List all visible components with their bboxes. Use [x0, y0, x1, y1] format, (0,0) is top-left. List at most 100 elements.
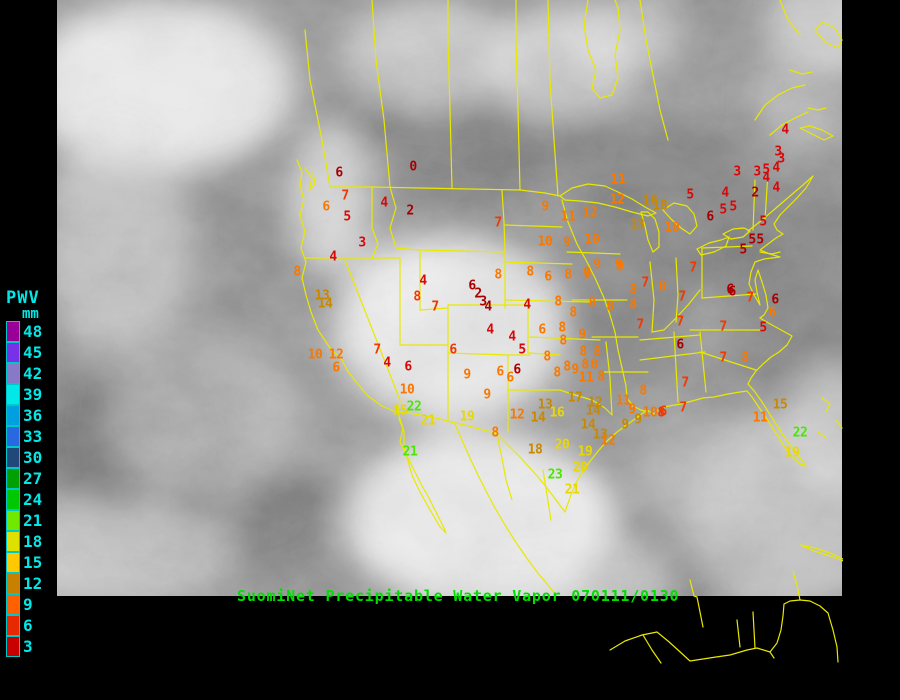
- station-value: 8: [559, 333, 567, 349]
- station-value: 6: [768, 305, 776, 321]
- station-value: 6: [513, 362, 521, 378]
- station-value: 4: [772, 180, 780, 196]
- legend-swatch: [6, 489, 20, 510]
- legend-row: 18: [6, 531, 42, 552]
- station-value: 21: [402, 444, 418, 460]
- station-value: 6: [404, 359, 412, 375]
- station-value: 8: [554, 294, 562, 310]
- station-value: 7: [689, 260, 697, 276]
- cloud-texture: [0, 0, 895, 630]
- legend-value: 9: [23, 594, 33, 614]
- station-value: 22: [406, 399, 422, 415]
- legend-value: 45: [23, 342, 43, 362]
- legend-value: 24: [23, 489, 43, 509]
- station-value: 0: [409, 159, 417, 175]
- station-value: 6: [538, 322, 546, 338]
- station-value: 13: [314, 288, 330, 304]
- station-value: 9: [563, 235, 571, 251]
- station-value: 18: [652, 198, 668, 214]
- station-value: 6: [449, 342, 457, 358]
- station-value: 17: [567, 390, 583, 406]
- legend-row: 36: [6, 405, 42, 426]
- legend-row: 30: [6, 447, 42, 468]
- legend-swatch: [6, 342, 20, 363]
- legend-value: 30: [23, 447, 43, 467]
- station-value: 5: [748, 232, 756, 248]
- legend-swatch: [6, 615, 20, 636]
- station-value: 6: [544, 269, 552, 285]
- station-value: 4: [419, 273, 427, 289]
- station-value: 22: [792, 425, 808, 441]
- station-value: 4: [721, 185, 729, 201]
- station-value: 8: [629, 297, 637, 313]
- station-value: 7: [719, 319, 727, 335]
- station-value: 5: [719, 202, 727, 218]
- station-value: 4: [508, 329, 516, 345]
- station-value: 10: [307, 347, 323, 363]
- station-value: 4: [781, 122, 789, 138]
- legend-row: 48: [6, 321, 42, 342]
- station-value: 8: [657, 405, 665, 421]
- station-value: 4: [380, 195, 388, 211]
- station-value: 14: [585, 403, 601, 419]
- station-value: 11: [578, 370, 594, 386]
- station-value: 4: [523, 297, 531, 313]
- station-value: 7: [678, 289, 686, 305]
- station-value: 6: [726, 282, 734, 298]
- legend-row: 9: [6, 594, 42, 615]
- station-value: 7: [641, 275, 649, 291]
- station-value: 8: [563, 359, 571, 375]
- station-value: 9: [571, 362, 579, 378]
- station-value: 12: [587, 395, 603, 411]
- station-value: 6: [322, 199, 330, 215]
- station-value: 9: [628, 402, 636, 418]
- station-value: 20: [572, 460, 588, 476]
- station-value: 4: [329, 249, 337, 265]
- station-value: 14: [580, 417, 596, 433]
- station-value: 4: [486, 322, 494, 338]
- station-value: 2: [474, 286, 482, 302]
- station-value: 12: [328, 347, 344, 363]
- station-value: 4: [484, 299, 492, 315]
- legend-swatch: [6, 426, 20, 447]
- station-value: 9: [483, 387, 491, 403]
- legend-swatch: [6, 468, 20, 489]
- legend-row: 15: [6, 552, 42, 573]
- station-value: 10: [399, 382, 415, 398]
- legend-cells: 48 45 42 39 36 33 30 27 24 21 18 15 12 9 6 3: [6, 321, 42, 657]
- station-value: 8: [491, 425, 499, 441]
- station-value: 9: [578, 327, 586, 343]
- station-value: 8: [579, 344, 587, 360]
- station-value: 7: [636, 317, 644, 333]
- legend-value: 12: [23, 573, 43, 593]
- station-value: 9: [583, 265, 591, 281]
- legend-swatch: [6, 594, 20, 615]
- station-value: 13: [592, 427, 608, 443]
- legend-value: 42: [23, 363, 43, 383]
- legend-row: 27: [6, 468, 42, 489]
- station-value: 23: [547, 467, 563, 483]
- legend-row: 39: [6, 384, 42, 405]
- station-value: 5: [518, 342, 526, 358]
- legend-row: 21: [6, 510, 42, 531]
- station-value: 12: [582, 205, 598, 221]
- station-value: 8: [293, 264, 301, 280]
- legend-value: 48: [23, 321, 43, 341]
- station-value: 5: [759, 320, 767, 336]
- station-value: 7: [719, 350, 727, 366]
- legend-swatch: [6, 552, 20, 573]
- station-value: 5: [343, 209, 351, 225]
- station-value: 4: [762, 170, 770, 186]
- station-value: 18: [527, 442, 543, 458]
- pwv-legend: PWV mm 48 45 42 39 36 33 30 27 24 21 18 15 12 9 6 3: [6, 290, 42, 657]
- station-value: 3: [358, 235, 366, 251]
- legend-swatch: [6, 510, 20, 531]
- legend-value: 27: [23, 468, 43, 488]
- legend-value: 18: [23, 531, 43, 551]
- station-value: 6: [332, 360, 340, 376]
- station-value: 8: [543, 349, 551, 365]
- legend-swatch: [6, 384, 20, 405]
- station-value: 6: [506, 370, 514, 386]
- legend-row: 45: [6, 342, 42, 363]
